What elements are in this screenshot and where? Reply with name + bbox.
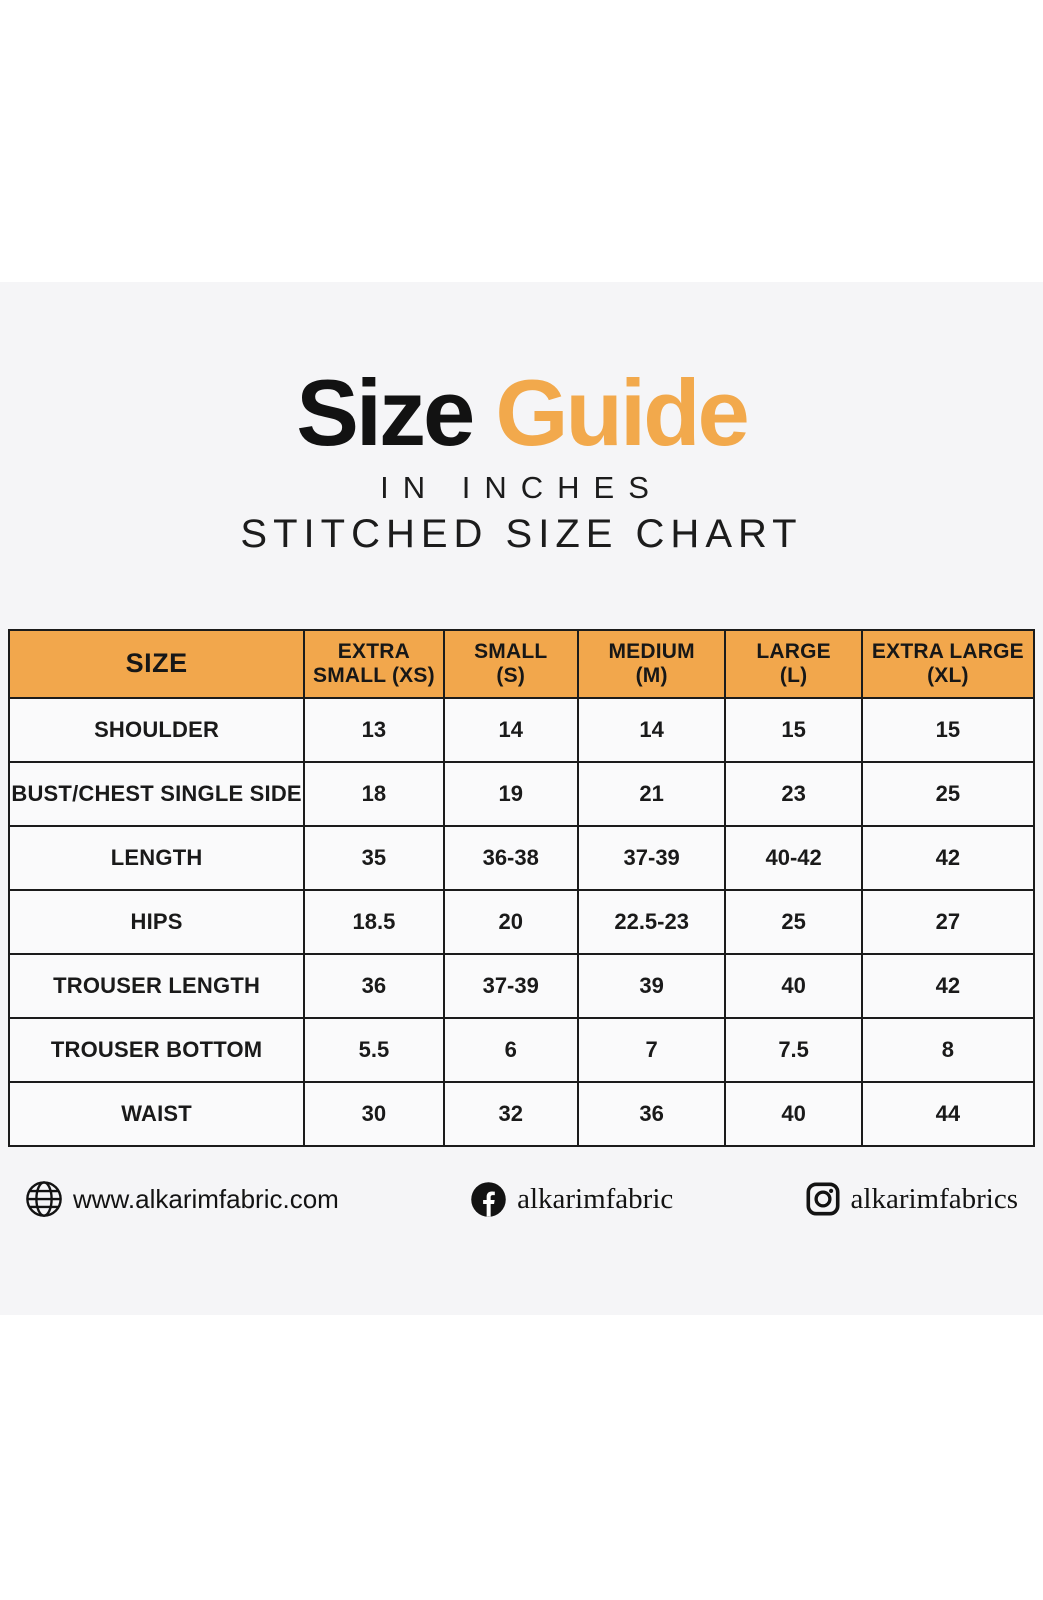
size-value-cell: 22.5-23 — [576, 889, 727, 955]
size-value-cell: 36-38 — [442, 825, 579, 891]
table-header-row: SIZE EXTRA SMALL (XS) SMALL (S) MEDIUM (M) L… — [7, 629, 1036, 699]
size-value-cell: 14 — [576, 697, 727, 763]
title-space — [472, 360, 495, 465]
size-value-cell: 6 — [442, 1017, 579, 1083]
size-value-cell: 7.5 — [724, 1017, 863, 1083]
size-value-cell: 37-39 — [576, 825, 727, 891]
page-title: Size Guide — [0, 366, 1043, 460]
size-value-cell: 37-39 — [442, 953, 579, 1019]
size-value-cell: 42 — [860, 953, 1036, 1019]
size-value-cell: 5.5 — [303, 1017, 445, 1083]
column-header: MEDIUM (M) — [576, 629, 727, 699]
table-row: SHOULDER 13 14 14 15 15 — [7, 697, 1036, 763]
table-row: WAIST 30 32 36 40 44 — [7, 1081, 1036, 1147]
measurement-label: SHOULDER — [7, 697, 306, 763]
size-value-cell: 35 — [303, 825, 445, 891]
size-value-cell: 14 — [442, 697, 579, 763]
size-value-cell: 25 — [724, 889, 863, 955]
size-value-cell: 19 — [442, 761, 579, 827]
subtitle-chart-name: STITCHED SIZE CHART — [240, 512, 803, 556]
column-header: EXTRA LARGE (XL) — [860, 629, 1036, 699]
measurement-label: TROUSER BOTTOM — [7, 1017, 306, 1083]
size-value-cell: 44 — [860, 1081, 1036, 1147]
size-chart-table: SIZE EXTRA SMALL (XS) SMALL (S) MEDIUM (M) L… — [7, 629, 1036, 1147]
column-header: SMALL (S) — [442, 629, 579, 699]
size-value-cell: 40 — [724, 953, 863, 1019]
column-header: LARGE (L) — [724, 629, 863, 699]
size-value-cell: 15 — [724, 697, 863, 763]
website-contact: www.alkarimfabric.com — [25, 1180, 339, 1218]
size-value-cell: 21 — [576, 761, 727, 827]
facebook-handle: alkarimfabric — [517, 1182, 674, 1215]
size-value-cell: 40-42 — [724, 825, 863, 891]
size-value-cell: 30 — [303, 1081, 445, 1147]
size-value-cell: 36 — [303, 953, 445, 1019]
table-row: TROUSER BOTTOM 5.5 6 7 7.5 8 — [7, 1017, 1036, 1083]
measurement-label: LENGTH — [7, 825, 306, 891]
table-row: LENGTH 35 36-38 37-39 40-42 42 — [7, 825, 1036, 891]
size-column-header: SIZE — [7, 629, 306, 699]
size-value-cell: 39 — [576, 953, 727, 1019]
size-value-cell: 7 — [576, 1017, 727, 1083]
globe-icon — [26, 1181, 62, 1217]
column-header: EXTRA SMALL (XS) — [303, 629, 445, 699]
size-value-cell: 36 — [576, 1081, 727, 1147]
size-value-cell: 20 — [442, 889, 579, 955]
size-value-cell: 27 — [860, 889, 1036, 955]
website-url: www.alkarimfabric.com — [73, 1183, 339, 1214]
size-value-cell: 40 — [724, 1081, 863, 1147]
size-value-cell: 13 — [303, 697, 445, 763]
size-guide-canvas: Size Guide IN INCHES STITCHED SIZE CHART… — [0, 282, 1043, 1315]
size-value-cell: 23 — [724, 761, 863, 827]
size-value-cell: 15 — [860, 697, 1036, 763]
table-body: SHOULDER 13 14 14 15 15 BUST/CHEST SINGLE SIDE… — [7, 697, 1036, 1147]
size-value-cell: 32 — [442, 1081, 579, 1147]
table-row: BUST/CHEST SINGLE SIDE 18 19 21 23 25 — [7, 761, 1036, 827]
title-block: Size Guide IN INCHES STITCHED SIZE CHART — [0, 282, 1043, 557]
title-word-size: Size — [296, 360, 475, 465]
size-value-cell: 18.5 — [303, 889, 445, 955]
footer: www.alkarimfabric.com alkarimfabric — [25, 1180, 1018, 1218]
instagram-icon — [806, 1182, 840, 1216]
measurement-label: BUST/CHEST SINGLE SIDE — [7, 761, 306, 827]
size-value-cell: 42 — [860, 825, 1036, 891]
subtitle-units: IN INCHES — [380, 470, 663, 505]
measurement-label: WAIST — [7, 1081, 306, 1147]
table-row: TROUSER LENGTH 36 37-39 39 40 42 — [7, 953, 1036, 1019]
size-value-cell: 8 — [860, 1017, 1036, 1083]
title-word-guide: Guide — [495, 360, 749, 465]
facebook-icon — [471, 1181, 506, 1217]
instagram-handle: alkarimfabrics — [850, 1182, 1018, 1215]
table-row: HIPS 18.5 20 22.5-23 25 27 — [7, 889, 1036, 955]
measurement-label: TROUSER LENGTH — [7, 953, 306, 1019]
size-value-cell: 25 — [860, 761, 1036, 827]
measurement-label: HIPS — [7, 889, 306, 955]
size-value-cell: 18 — [303, 761, 445, 827]
instagram-contact: alkarimfabrics — [805, 1181, 1018, 1217]
facebook-contact: alkarimfabric — [470, 1181, 673, 1218]
